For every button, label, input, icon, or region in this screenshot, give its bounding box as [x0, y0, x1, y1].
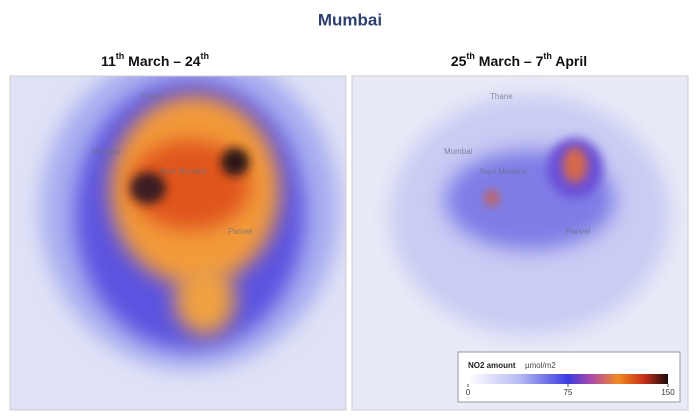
panel-title: 25th March – 7th April — [451, 51, 587, 68]
legend: NO2 amount µmol/m2 0 75 150 — [457, 351, 681, 403]
title-part: 25 — [451, 53, 467, 69]
map-label: Mumbai — [92, 147, 121, 156]
colorbar-tick-label: 75 — [564, 388, 573, 397]
map-label: Thane — [490, 92, 513, 101]
title-sup: th — [201, 51, 210, 61]
colorbar-tick-label: 150 — [661, 388, 675, 397]
panel-title: 11th March – 24th — [101, 51, 209, 68]
map-left: Thane Mumbai Navi Mumbai Panvel — [10, 76, 346, 410]
colorbar — [468, 374, 668, 384]
page-title: Mumbai — [318, 10, 382, 29]
map-label: Navi Mumbai — [160, 167, 207, 176]
map-label: Mumbai — [444, 147, 473, 156]
title-part: March – 7 — [475, 53, 544, 69]
map-frame — [351, 75, 689, 411]
map-label: Panvel — [566, 227, 591, 236]
map-label: Navi Mumbai — [480, 167, 527, 176]
colorbar-tick-label: 0 — [466, 388, 471, 397]
map-frame — [9, 75, 347, 411]
title-sup: th — [543, 51, 552, 61]
legend-label: NO2 amount — [468, 361, 516, 370]
map-label: Panvel — [228, 227, 253, 236]
title-part: April — [552, 53, 587, 69]
title-part: March – 24 — [124, 53, 200, 69]
title-part: 11 — [101, 53, 116, 69]
title-sup: th — [466, 51, 475, 61]
title-sup: th — [116, 51, 125, 61]
legend-unit: µmol/m2 — [525, 361, 556, 370]
map-label: Thane — [140, 92, 163, 101]
